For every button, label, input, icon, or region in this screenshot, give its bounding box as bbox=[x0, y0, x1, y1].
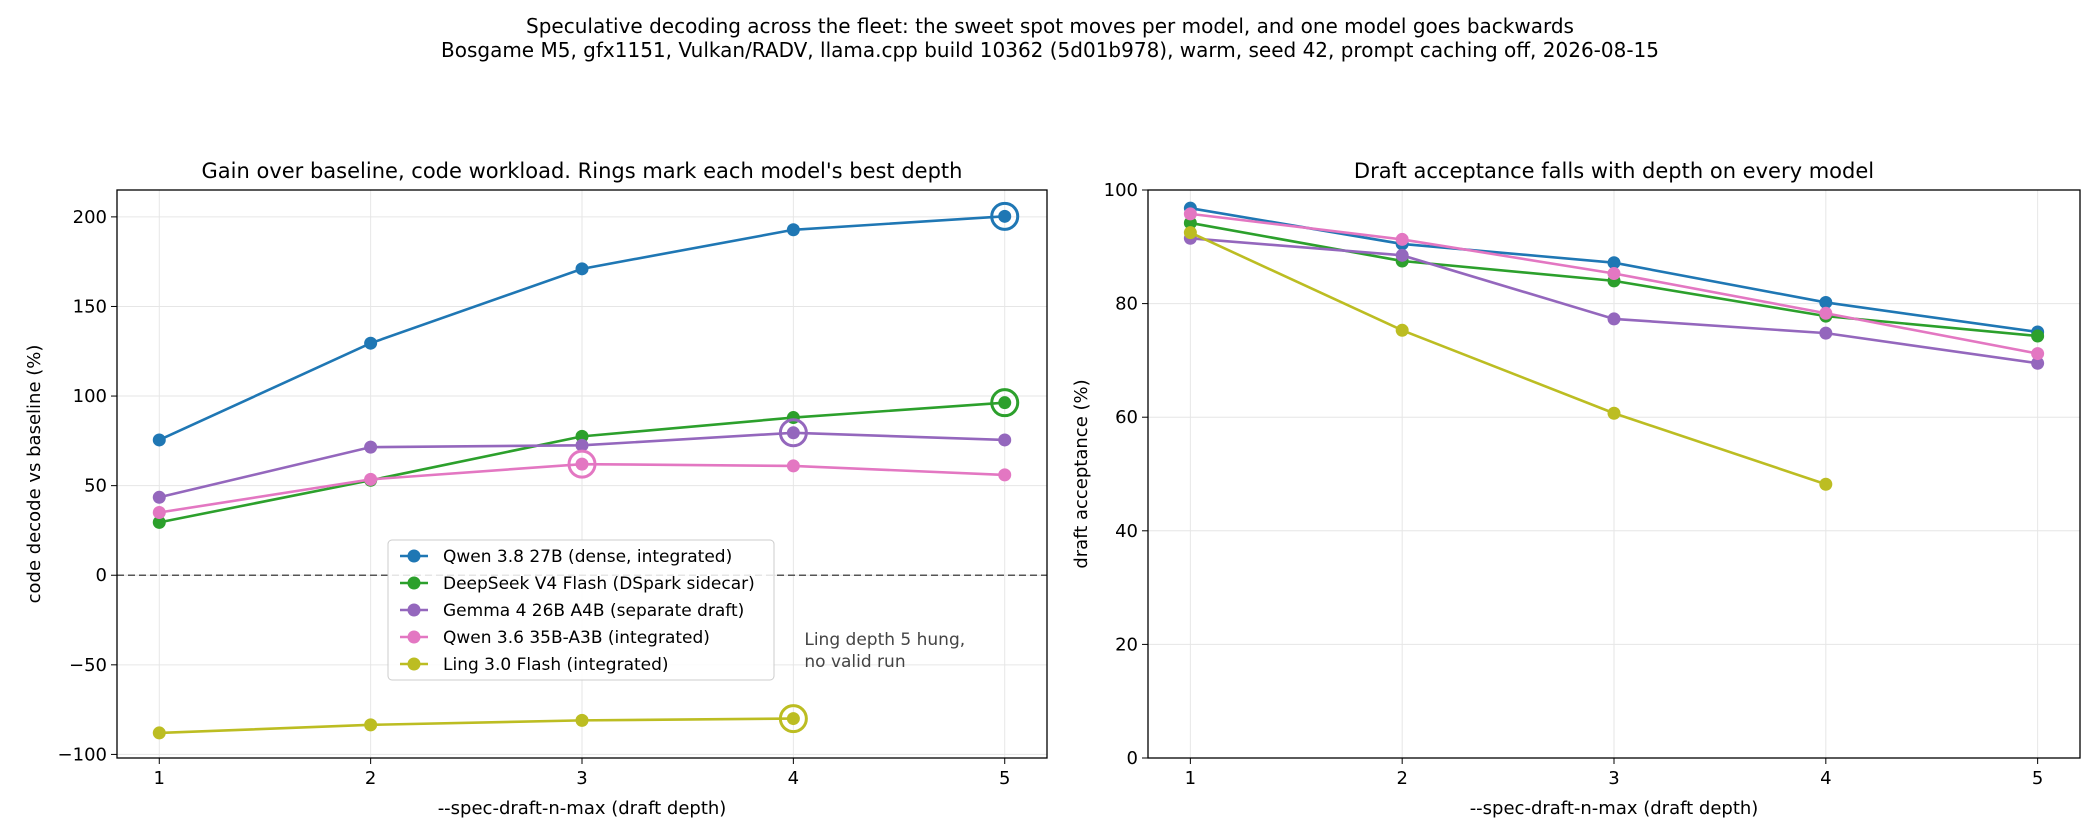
y-tick-label: 0 bbox=[1127, 748, 1138, 769]
y-tick-label: 80 bbox=[1115, 294, 1138, 315]
y-tick-label: −50 bbox=[69, 655, 107, 676]
y-tick-label: 60 bbox=[1115, 407, 1138, 428]
data-point bbox=[998, 468, 1012, 482]
y-tick-label: 0 bbox=[96, 565, 107, 586]
series-line bbox=[159, 717, 794, 735]
x-tick-label: 1 bbox=[1185, 768, 1196, 789]
data-point bbox=[1607, 256, 1621, 270]
data-point bbox=[575, 429, 589, 443]
gain-chart: 1 2 3 4 5 −100 −50 0 50 100 150 200 Gain over baseli… bbox=[24, 159, 1048, 819]
data-point bbox=[1607, 406, 1621, 420]
data-point bbox=[1395, 323, 1409, 337]
legend-box bbox=[387, 539, 775, 681]
legend-marker bbox=[407, 549, 421, 563]
data-point bbox=[1607, 266, 1621, 280]
x-tick-label: 1 bbox=[154, 768, 165, 789]
data-point bbox=[152, 726, 166, 740]
y-tick-label: 100 bbox=[73, 386, 107, 407]
data-point bbox=[1395, 248, 1409, 262]
data-point bbox=[786, 712, 800, 726]
y-axis-label: code decode vs baseline (%) bbox=[24, 345, 45, 604]
data-point bbox=[1183, 216, 1197, 230]
legend-marker bbox=[407, 576, 421, 590]
x-tick-label: 2 bbox=[1396, 768, 1407, 789]
chart-title: Gain over baseline, code workload. Rings… bbox=[202, 159, 963, 183]
legend-label: Qwen 3.6 35B-A3B (integrated) bbox=[443, 628, 710, 648]
acceptance-chart: 1 2 3 4 5 0 20 40 60 80 100 Draft acceptance falls … bbox=[1071, 159, 2081, 819]
data-point bbox=[1395, 232, 1409, 246]
y-tick-label: 100 bbox=[1104, 180, 1138, 201]
legend-marker bbox=[407, 603, 421, 617]
data-point bbox=[575, 262, 589, 276]
data-point bbox=[364, 440, 378, 454]
annotation-text: no valid run bbox=[804, 652, 905, 672]
best-depth-ring bbox=[778, 418, 808, 448]
data-point bbox=[998, 433, 1012, 447]
y-tick-label: −100 bbox=[58, 744, 107, 765]
best-depth-ring bbox=[778, 704, 808, 734]
data-point bbox=[152, 515, 166, 529]
data-point bbox=[364, 472, 378, 486]
x-tick-label: 4 bbox=[1820, 768, 1831, 789]
best-depth-ring bbox=[990, 201, 1020, 231]
best-depth-ring bbox=[990, 388, 1020, 418]
y-tick-label: 150 bbox=[73, 296, 107, 317]
data-point bbox=[364, 336, 378, 350]
x-tick-label: 2 bbox=[365, 768, 376, 789]
annotation-text: Ling depth 5 hung, bbox=[804, 630, 965, 650]
data-point bbox=[152, 433, 166, 447]
best-depth-ring bbox=[567, 449, 597, 479]
figure-subtitle-line2: Bosgame M5, gfx1151, Vulkan/RADV, llama.… bbox=[441, 38, 1659, 62]
figure-title: Speculative decoding across the fleet: t… bbox=[0, 14, 2100, 62]
y-tick-label: 40 bbox=[1115, 521, 1138, 542]
legend-marker bbox=[407, 630, 421, 644]
data-point bbox=[786, 223, 800, 237]
data-point bbox=[1183, 207, 1197, 221]
data-point bbox=[2031, 329, 2045, 343]
data-point bbox=[786, 459, 800, 473]
figure-title-line1: Speculative decoding across the fleet: t… bbox=[526, 14, 1574, 38]
data-point bbox=[1819, 326, 1833, 340]
data-point bbox=[364, 718, 378, 732]
legend-label: Gemma 4 26B A4B (separate draft) bbox=[443, 601, 744, 621]
legend-label: Qwen 3.8 27B (dense, integrated) bbox=[443, 547, 732, 567]
chart-title: Draft acceptance falls with depth on eve… bbox=[1354, 159, 1874, 183]
data-point bbox=[575, 438, 589, 452]
data-point bbox=[998, 396, 1012, 410]
x-axis-label: --spec-draft-n-max (draft depth) bbox=[1470, 798, 1759, 819]
x-tick-label: 5 bbox=[999, 768, 1010, 789]
series-line bbox=[1189, 231, 1827, 486]
legend-marker bbox=[407, 657, 421, 671]
y-tick-label: 20 bbox=[1115, 634, 1138, 655]
legend-label: Ling 3.0 Flash (integrated) bbox=[443, 655, 669, 675]
data-point bbox=[1819, 477, 1833, 491]
data-point bbox=[152, 506, 166, 520]
data-point bbox=[1819, 306, 1833, 320]
legend-label: DeepSeek V4 Flash (DSpark sidecar) bbox=[443, 574, 755, 594]
x-tick-label: 3 bbox=[1608, 768, 1619, 789]
x-axis-label: --spec-draft-n-max (draft depth) bbox=[438, 798, 727, 819]
x-tick-label: 3 bbox=[576, 768, 587, 789]
data-point bbox=[2031, 347, 2045, 361]
data-point bbox=[786, 426, 800, 440]
data-point bbox=[152, 490, 166, 504]
x-tick-label: 5 bbox=[2032, 768, 2043, 789]
data-point bbox=[998, 209, 1012, 223]
data-point bbox=[1183, 226, 1197, 240]
data-point bbox=[575, 457, 589, 471]
data-point bbox=[1607, 312, 1621, 326]
data-point bbox=[575, 713, 589, 727]
y-tick-label: 50 bbox=[84, 476, 107, 497]
y-tick-label: 200 bbox=[73, 207, 107, 228]
data-point bbox=[2031, 356, 2045, 370]
y-axis-label: draft acceptance (%) bbox=[1071, 379, 1092, 568]
data-point bbox=[1819, 295, 1833, 309]
x-tick-label: 4 bbox=[788, 768, 799, 789]
